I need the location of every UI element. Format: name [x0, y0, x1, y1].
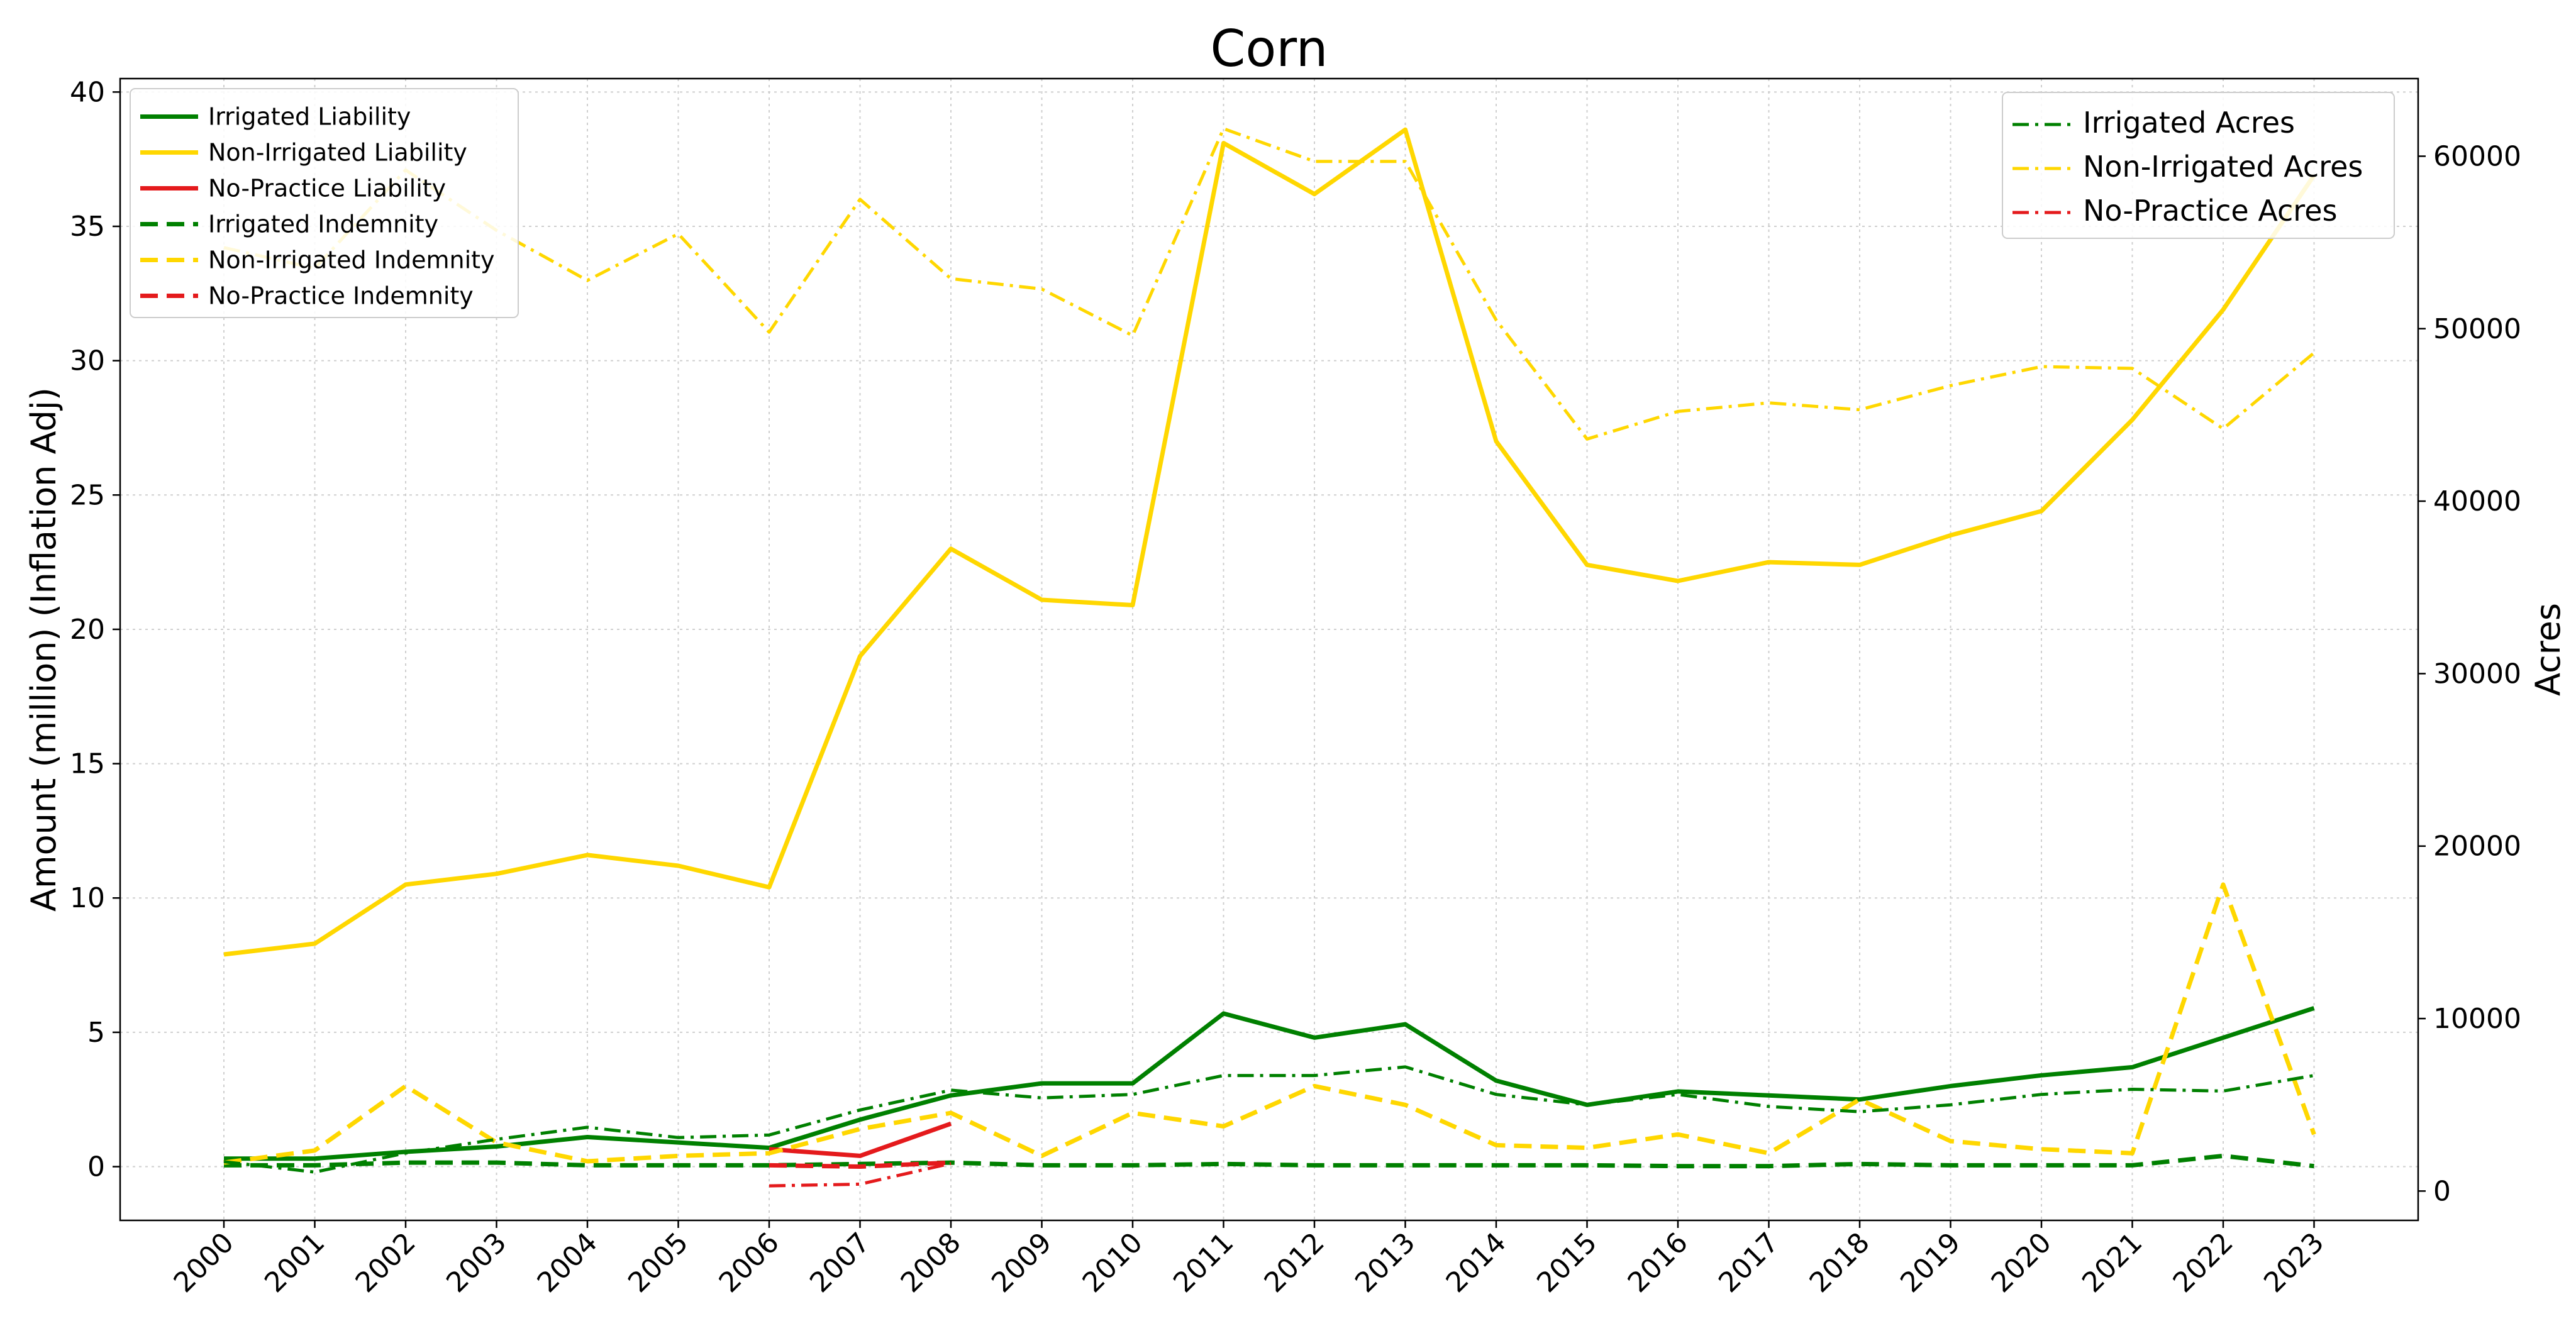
legend-left-label-non-irrigated-liability: Non-Irrigated Liability — [208, 139, 467, 167]
right-axis: 0 10000 20000 30000 40000 50000 60000 — [2418, 140, 2521, 1207]
x-tick-label: 2002 — [350, 1227, 422, 1299]
legend-right: Irrigated Acres Non-Irrigated Acres No-Pra… — [2002, 92, 2395, 239]
x-tick-label: 2019 — [1894, 1227, 1967, 1299]
x-tick-label: 2003 — [440, 1227, 513, 1299]
legend-left-label-non-irrigated-indemnity: Non-Irrigated Indemnity — [208, 246, 495, 274]
legend-left-label-irrigated-indemnity: Irrigated Indemnity — [208, 211, 438, 238]
x-tick-label: 2011 — [1167, 1227, 1240, 1299]
y-tick-label: 40 — [70, 76, 105, 108]
series-line-irrigated-liability — [224, 1006, 2315, 1161]
y-tick-label: 35 — [70, 211, 105, 243]
series-line-non-irrigated-acres — [223, 127, 2316, 441]
series-line-irrigated-acres — [223, 1065, 2314, 1174]
x-tick-label: 2009 — [985, 1227, 1058, 1299]
legend-left-label-no-practice-liability: No-Practice Liability — [208, 175, 446, 202]
x-tick-label: 2016 — [1622, 1227, 1694, 1299]
y-tick-label: 15 — [70, 748, 105, 780]
y-tick-label: 10 — [70, 882, 105, 914]
legend-left-label-irrigated-liability: Irrigated Liability — [208, 103, 411, 131]
x-tick-label: 2000 — [168, 1227, 240, 1299]
legend-right-label-non-irrigated-acres: Non-Irrigated Acres — [2083, 150, 2363, 184]
grid — [120, 79, 2418, 1220]
left-axis: 0 5 10 15 20 25 30 35 40 — [70, 76, 120, 1183]
x-tick-label: 2015 — [1531, 1227, 1603, 1299]
x-tick-label: 2010 — [1077, 1227, 1149, 1299]
y-tick-label: 20 — [70, 614, 105, 646]
y-tick-label: 30 — [70, 345, 105, 377]
y2-axis-label: Acres — [2528, 603, 2568, 696]
x-tick-label: 2017 — [1713, 1227, 1785, 1299]
x-tick-label: 2013 — [1349, 1227, 1421, 1299]
legend-right-label-no-practice-acres: No-Practice Acres — [2083, 194, 2337, 228]
y-tick-label: 0 — [87, 1151, 105, 1183]
y-tick-label: 5 — [87, 1017, 105, 1049]
legend-right-label-irrigated-acres: Irrigated Acres — [2083, 106, 2295, 140]
x-tick-label: 2021 — [2076, 1227, 2148, 1299]
y-tick-label: 25 — [70, 479, 105, 511]
x-tick-label: 2012 — [1258, 1227, 1331, 1299]
series-line-non-irrigated-liability — [223, 127, 2316, 957]
legend-left-box — [130, 88, 519, 318]
x-tick-label: 2008 — [895, 1227, 967, 1299]
legend-left: Irrigated Liability Non-Irrigated Liabili… — [130, 88, 519, 318]
x-tick-label: 2023 — [2258, 1227, 2330, 1299]
x-axis: 2000 2001 2002 2003 2004 2005 2006 2007 2008 2009… — [168, 1220, 2330, 1299]
x-tick-label: 2022 — [2167, 1227, 2240, 1299]
series-line-no-practice-liability — [769, 1121, 952, 1158]
y2-tick-label: 20000 — [2433, 831, 2521, 863]
y2-tick-label: 0 — [2433, 1175, 2451, 1207]
series-line-no-practice-acres — [769, 1162, 952, 1188]
y2-tick-label: 50000 — [2433, 313, 2521, 345]
plot-frame — [119, 77, 2419, 1222]
x-tick-label: 2018 — [1804, 1227, 1876, 1299]
x-tick-label: 2020 — [1985, 1227, 2058, 1299]
y2-tick-label: 30000 — [2433, 658, 2521, 690]
x-tick-label: 2004 — [531, 1227, 604, 1299]
series-line-no-practice-indemnity — [769, 1160, 952, 1169]
x-tick-label: 2005 — [622, 1227, 694, 1299]
y-axis-label: Amount (million) (Inflation Adj) — [24, 387, 64, 912]
x-tick-label: 2014 — [1440, 1227, 1513, 1299]
y2-tick-label: 10000 — [2433, 1003, 2521, 1035]
x-tick-label: 2007 — [804, 1227, 876, 1299]
series-line-non-irrigated-indemnity — [223, 882, 2316, 1165]
x-tick-label: 2001 — [258, 1227, 331, 1299]
y2-tick-label: 40000 — [2433, 485, 2521, 517]
legend-right-box — [2002, 92, 2395, 239]
x-tick-label: 2006 — [713, 1227, 786, 1299]
series-line-irrigated-indemnity — [224, 1153, 2314, 1169]
legend-left-label-no-practice-indemnity: No-Practice Indemnity — [208, 282, 474, 310]
chart-title: Corn — [1211, 19, 1328, 78]
series-layer — [223, 127, 2316, 1188]
y2-tick-label: 60000 — [2433, 140, 2521, 172]
